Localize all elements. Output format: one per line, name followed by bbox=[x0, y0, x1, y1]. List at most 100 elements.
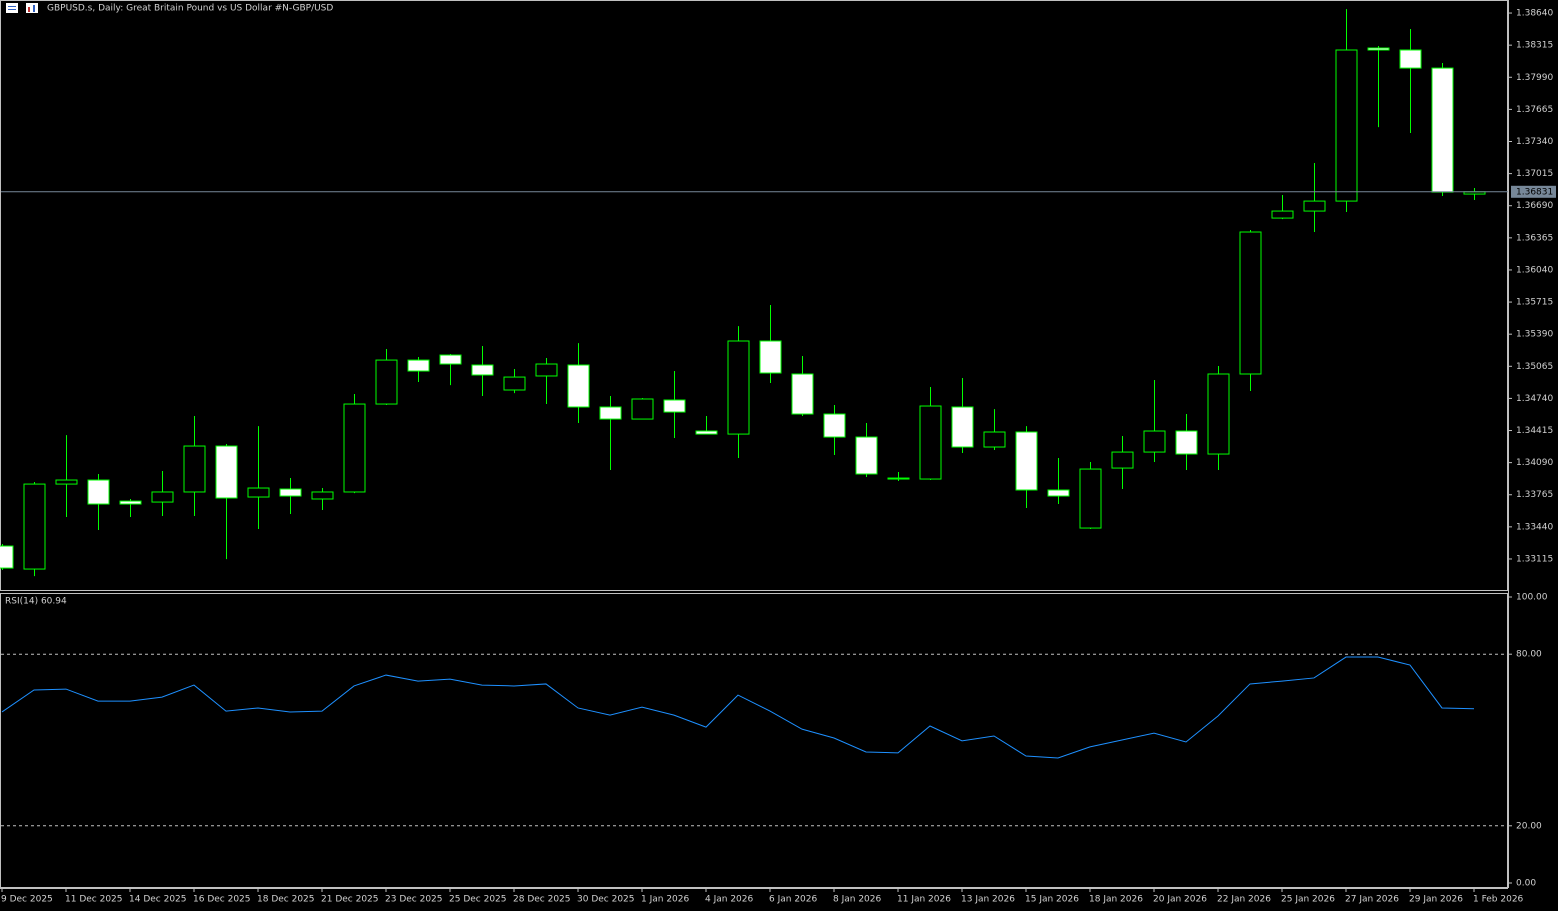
x-tick-label: 21 Dec 2025 bbox=[321, 895, 379, 905]
x-tick-label: 30 Dec 2025 bbox=[577, 895, 635, 905]
y-tick-label: 1.36690 bbox=[1516, 201, 1553, 211]
y-tick-label: 1.36365 bbox=[1516, 233, 1553, 243]
candle-body bbox=[823, 413, 846, 438]
candle-body bbox=[599, 406, 622, 420]
x-tick-label: 18 Jan 2026 bbox=[1089, 895, 1143, 905]
candle-body bbox=[567, 364, 590, 408]
y-tick-label: 1.36040 bbox=[1516, 265, 1553, 275]
candle-body bbox=[951, 406, 974, 448]
candle-body bbox=[407, 359, 430, 372]
candle-body bbox=[503, 376, 526, 391]
candle-body bbox=[1399, 49, 1422, 69]
candle-body bbox=[759, 340, 782, 374]
candle-body bbox=[279, 488, 302, 497]
candle-body bbox=[23, 483, 46, 570]
candle-body bbox=[663, 399, 686, 413]
x-tick-label: 20 Jan 2026 bbox=[1153, 895, 1207, 905]
y-tick-label: 20.00 bbox=[1516, 821, 1542, 831]
candle-body bbox=[887, 477, 910, 480]
candle-body bbox=[1111, 451, 1134, 469]
y-tick-label: 1.38315 bbox=[1516, 41, 1553, 51]
candle-body bbox=[1271, 210, 1294, 219]
y-tick-label: 1.37340 bbox=[1516, 137, 1553, 147]
x-tick-label: 18 Dec 2025 bbox=[257, 895, 315, 905]
x-tick-label: 1 Feb 2026 bbox=[1473, 895, 1524, 905]
x-tick-label: 1 Jan 2026 bbox=[641, 895, 689, 905]
candle-body bbox=[1335, 49, 1358, 202]
candle-body bbox=[1207, 373, 1230, 455]
candle-body bbox=[151, 491, 174, 503]
indicator-title: RSI(14) 60.94 bbox=[5, 597, 67, 607]
y-tick-label: 1.35065 bbox=[1516, 362, 1553, 372]
x-tick-label: 15 Jan 2026 bbox=[1025, 895, 1079, 905]
y-tick-label: 1.34415 bbox=[1516, 426, 1553, 436]
x-tick-label: 9 Dec 2025 bbox=[1, 895, 53, 905]
candle-body bbox=[183, 445, 206, 493]
chart-title: GBPUSD.s, Daily: Great Britain Pound vs … bbox=[47, 4, 333, 14]
x-tick-label: 28 Dec 2025 bbox=[513, 895, 571, 905]
y-tick-label: 1.33765 bbox=[1516, 490, 1553, 500]
candle-body bbox=[247, 487, 270, 498]
candle-body bbox=[215, 445, 238, 499]
y-tick-label: 0.00 bbox=[1516, 879, 1536, 889]
candle-body bbox=[855, 436, 878, 475]
candle-body bbox=[87, 479, 110, 505]
icon bbox=[6, 3, 18, 13]
candle-body bbox=[343, 403, 366, 493]
y-tick-label: 1.33115 bbox=[1516, 554, 1553, 564]
y-tick-label: 1.37015 bbox=[1516, 169, 1553, 179]
x-tick-label: 22 Jan 2026 bbox=[1217, 895, 1271, 905]
y-tick-label: 1.37990 bbox=[1516, 73, 1553, 83]
x-tick-label: 27 Jan 2026 bbox=[1345, 895, 1399, 905]
icon bbox=[8, 9, 16, 10]
candle-body bbox=[631, 398, 654, 420]
candle-body bbox=[535, 363, 558, 377]
candle-body bbox=[919, 405, 942, 480]
candle-body bbox=[1143, 430, 1166, 453]
candle-body bbox=[119, 500, 142, 505]
x-tick-label: 8 Jan 2026 bbox=[833, 895, 881, 905]
candle-body bbox=[1015, 431, 1038, 491]
icon bbox=[28, 7, 30, 12]
y-tick-label: 1.37665 bbox=[1516, 105, 1553, 115]
x-tick-label: 14 Dec 2025 bbox=[129, 895, 187, 905]
candle-body bbox=[1047, 489, 1070, 497]
y-tick-label: 80.00 bbox=[1516, 650, 1542, 660]
candle-body bbox=[375, 359, 398, 405]
x-tick-label: 6 Jan 2026 bbox=[769, 895, 817, 905]
candle-body bbox=[55, 479, 78, 485]
current-price-label: 1.36831 bbox=[1516, 187, 1553, 197]
candle-body bbox=[311, 491, 334, 500]
candle-body bbox=[471, 364, 494, 376]
candle-body bbox=[1431, 67, 1454, 193]
rsi-panel-frame bbox=[0, 593, 1508, 888]
candle-body bbox=[1303, 200, 1326, 212]
symbol-icons bbox=[6, 3, 38, 13]
y-tick-label: 1.34740 bbox=[1516, 394, 1553, 404]
y-tick-label: 1.34090 bbox=[1516, 458, 1553, 468]
y-tick-label: 1.35390 bbox=[1516, 330, 1553, 340]
current-price-box bbox=[1511, 185, 1556, 198]
icon bbox=[8, 6, 16, 7]
x-tick-label: 29 Jan 2026 bbox=[1409, 895, 1463, 905]
y-tick-label: 1.38640 bbox=[1516, 9, 1553, 19]
x-tick-label: 25 Dec 2025 bbox=[449, 895, 507, 905]
x-tick-label: 13 Jan 2026 bbox=[961, 895, 1015, 905]
candle-body bbox=[1239, 231, 1262, 375]
x-tick-label: 11 Dec 2025 bbox=[65, 895, 123, 905]
icon bbox=[33, 5, 35, 12]
rsi-line bbox=[1, 656, 1475, 759]
candle-body bbox=[1367, 47, 1390, 51]
x-tick-label: 4 Jan 2026 bbox=[705, 895, 753, 905]
candle-body bbox=[1175, 430, 1198, 455]
candle-body bbox=[0, 545, 14, 569]
x-tick-label: 16 Dec 2025 bbox=[193, 895, 251, 905]
main-panel-frame bbox=[0, 0, 1508, 591]
x-tick-label: 23 Dec 2025 bbox=[385, 895, 443, 905]
candle-body bbox=[695, 430, 718, 435]
candle-body bbox=[791, 373, 814, 415]
x-tick-label: 11 Jan 2026 bbox=[897, 895, 951, 905]
candle-body bbox=[727, 340, 750, 435]
